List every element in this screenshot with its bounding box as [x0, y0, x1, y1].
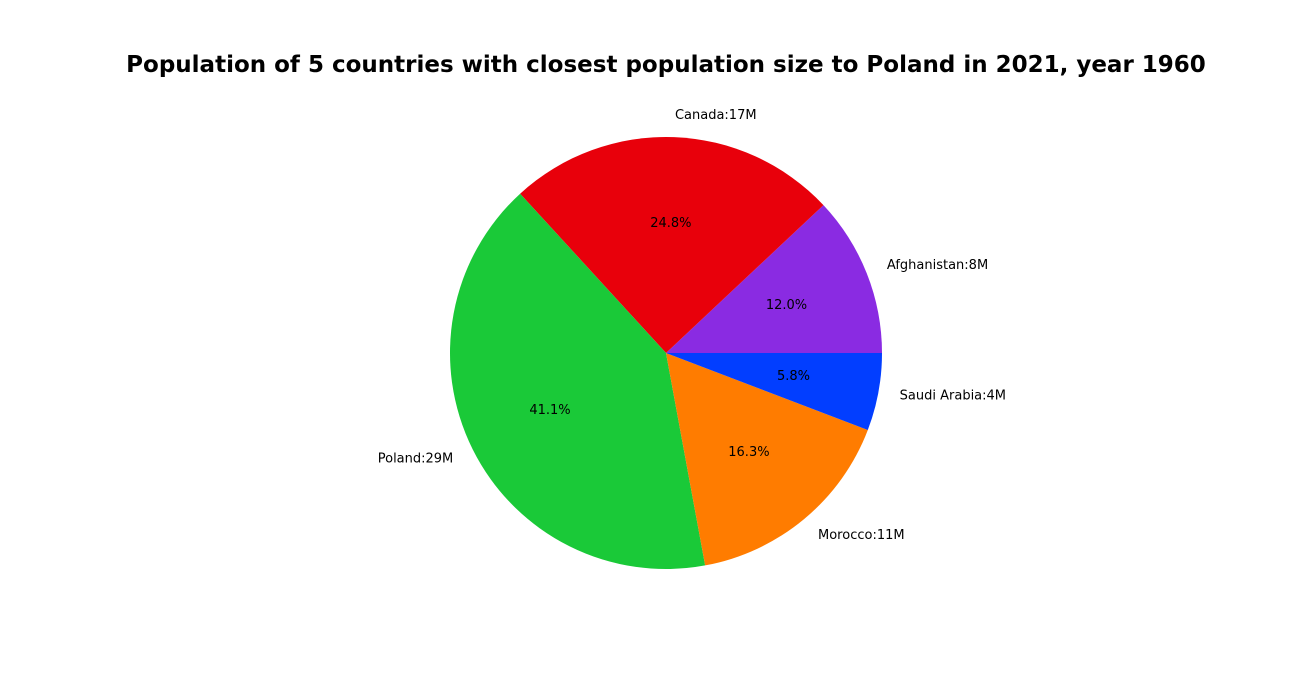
- slice-category-label: Afghanistan:8M: [887, 258, 988, 273]
- pie-slice: [449, 193, 706, 570]
- slice-percent-label: 12.0%: [766, 298, 807, 313]
- slice-category-label: Saudi Arabia:4M: [900, 389, 1006, 404]
- pie-labels: 12.0% Afghanistan:8M 24.8% Canada:17M 41.1% P…: [378, 108, 1006, 543]
- slice-percent-label: 5.8%: [777, 369, 810, 384]
- slice-percent-label: 16.3%: [728, 445, 769, 460]
- slice-percent-label: 24.8%: [650, 216, 691, 231]
- slice-category-label: Canada:17M: [675, 108, 757, 123]
- pie-slice: [520, 137, 824, 353]
- chart-title: Population of 5 countries with closest p…: [126, 52, 1206, 78]
- pie-slice: [666, 353, 868, 566]
- pie-slice: [666, 353, 882, 430]
- slice-percent-label: 41.1%: [529, 403, 570, 418]
- slice-category-label: Morocco:11M: [818, 528, 905, 543]
- slice-category-label: Poland:29M: [378, 451, 454, 466]
- pie-slice: [666, 205, 882, 353]
- pie-slices: [449, 137, 882, 570]
